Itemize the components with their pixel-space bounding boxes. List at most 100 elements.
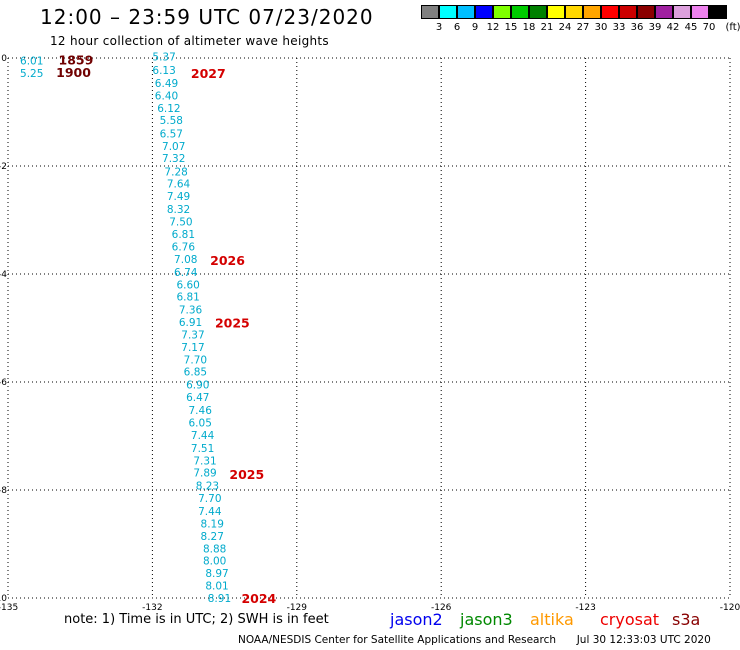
swh-value: 7.70	[184, 354, 207, 366]
swh-value: 7.51	[191, 443, 214, 455]
footnote: note: 1) Time is in UTC; 2) SWH is in fe…	[64, 612, 329, 627]
swh-value: 6.57	[160, 129, 183, 141]
scale-swatch	[709, 5, 727, 19]
lat-tick-label: 0	[1, 54, 7, 64]
lat-tick-label: -2	[0, 162, 7, 172]
scale-swatch	[475, 5, 493, 19]
scale-swatch	[439, 5, 457, 19]
credit-org: NOAA/NESDIS Center for Satellite Applica…	[238, 634, 556, 646]
pass-time-label: 2026	[210, 253, 245, 268]
lat-tick-label: -6	[0, 378, 7, 388]
swh-value: 6.12	[157, 103, 180, 115]
swh-value: 7.49	[167, 191, 190, 203]
scale-label: 12	[486, 22, 500, 33]
satellite-jason3: jason3	[460, 610, 513, 629]
swh-value: 6.05	[189, 418, 212, 430]
pass-time-label: 1900	[56, 65, 91, 80]
credit-line: NOAA/NESDIS Center for Satellite Applica…	[238, 634, 711, 646]
scale-label: 30	[594, 22, 608, 33]
swh-value: 6.01	[20, 56, 43, 68]
scale-label: 70	[702, 22, 716, 33]
swh-value: 8.00	[203, 556, 226, 568]
scale-swatch	[565, 5, 583, 19]
pass-time-label: 2025	[229, 467, 264, 482]
lat-tick-label: -4	[0, 270, 7, 280]
swh-value: 6.76	[172, 241, 196, 253]
chart-title: 12:00 – 23:59 UTC 07/23/2020	[40, 5, 374, 29]
scale-label: 18	[522, 22, 536, 33]
swh-value: 6.13	[152, 65, 175, 77]
swh-value: 7.08	[174, 254, 197, 266]
satellite-altika: altika	[530, 610, 574, 629]
lon-tick-label: -132	[142, 603, 162, 613]
swh-value: 7.70	[198, 493, 221, 505]
swh-value: 6.74	[174, 267, 198, 279]
swh-value: 8.19	[201, 518, 224, 530]
pass-time-label: 2024	[241, 591, 276, 606]
pass-time-label: 2025	[215, 316, 250, 331]
swh-value: 6.91	[179, 317, 202, 329]
scale-unit: (ft)	[725, 22, 740, 33]
scale-label: 39	[648, 22, 662, 33]
swh-value: 6.81	[172, 229, 195, 241]
swh-value: 6.47	[186, 392, 209, 404]
scale-swatch	[673, 5, 691, 19]
swh-value: 7.44	[191, 430, 215, 442]
swh-value: 7.32	[162, 153, 185, 165]
scale-swatch	[691, 5, 709, 19]
swh-value: 7.50	[169, 217, 192, 229]
swh-value: 7.36	[179, 305, 203, 317]
swh-value: 7.31	[193, 455, 216, 467]
swh-value: 7.89	[193, 468, 216, 480]
swh-value: 6.85	[184, 367, 207, 379]
scale-swatch	[457, 5, 475, 19]
scale-label: 27	[576, 22, 590, 33]
scale-swatch	[511, 5, 529, 19]
pass-time-label: 2027	[191, 66, 226, 81]
swh-value: 8.91	[208, 593, 231, 605]
scale-swatch	[619, 5, 637, 19]
swh-value: 7.64	[167, 178, 191, 190]
swh-value: 8.32	[167, 204, 190, 216]
swh-value: 5.25	[20, 68, 43, 80]
lon-tick-label: -135	[0, 603, 18, 613]
swh-value: 6.60	[176, 279, 199, 291]
scale-label: 36	[630, 22, 644, 33]
swh-value: 6.40	[155, 90, 178, 102]
lon-tick-label: -126	[431, 603, 452, 613]
scale-swatch	[529, 5, 547, 19]
swh-value: 7.17	[181, 342, 204, 354]
scale-label: 33	[612, 22, 626, 33]
swh-value: 8.27	[201, 531, 224, 543]
swh-value: 5.58	[160, 115, 183, 127]
scale-swatch	[493, 5, 511, 19]
swh-value: 7.28	[164, 166, 187, 178]
scale-swatch	[583, 5, 601, 19]
lon-tick-label: -123	[575, 603, 595, 613]
scale-label: 42	[666, 22, 680, 33]
swh-value: 5.37	[152, 51, 175, 63]
swh-value: 6.49	[155, 78, 178, 90]
swh-value: 8.01	[205, 581, 228, 593]
swh-value: 7.07	[162, 141, 185, 153]
satellite-cryosat: cryosat	[600, 610, 660, 629]
scale-label: 24	[558, 22, 572, 33]
swh-value: 7.46	[189, 405, 213, 417]
swh-value: 8.23	[196, 481, 219, 493]
swh-value: 6.90	[186, 380, 209, 392]
lon-tick-label: -129	[287, 603, 308, 613]
swh-value: 7.44	[198, 506, 222, 518]
chart-subtitle: 12 hour collection of altimeter wave hei…	[50, 34, 329, 48]
scale-swatch	[601, 5, 619, 19]
satellite-s3a: s3a	[672, 610, 701, 629]
scale-label: 6	[453, 22, 461, 33]
scale-label: 21	[540, 22, 554, 33]
scale-swatch	[421, 5, 439, 19]
scale-label: 45	[684, 22, 698, 33]
scale-swatch	[637, 5, 655, 19]
swh-value: 8.88	[203, 543, 226, 555]
satellite-jason2: jason2	[390, 610, 443, 629]
scale-label: 3	[435, 22, 443, 33]
scale-swatch	[655, 5, 673, 19]
